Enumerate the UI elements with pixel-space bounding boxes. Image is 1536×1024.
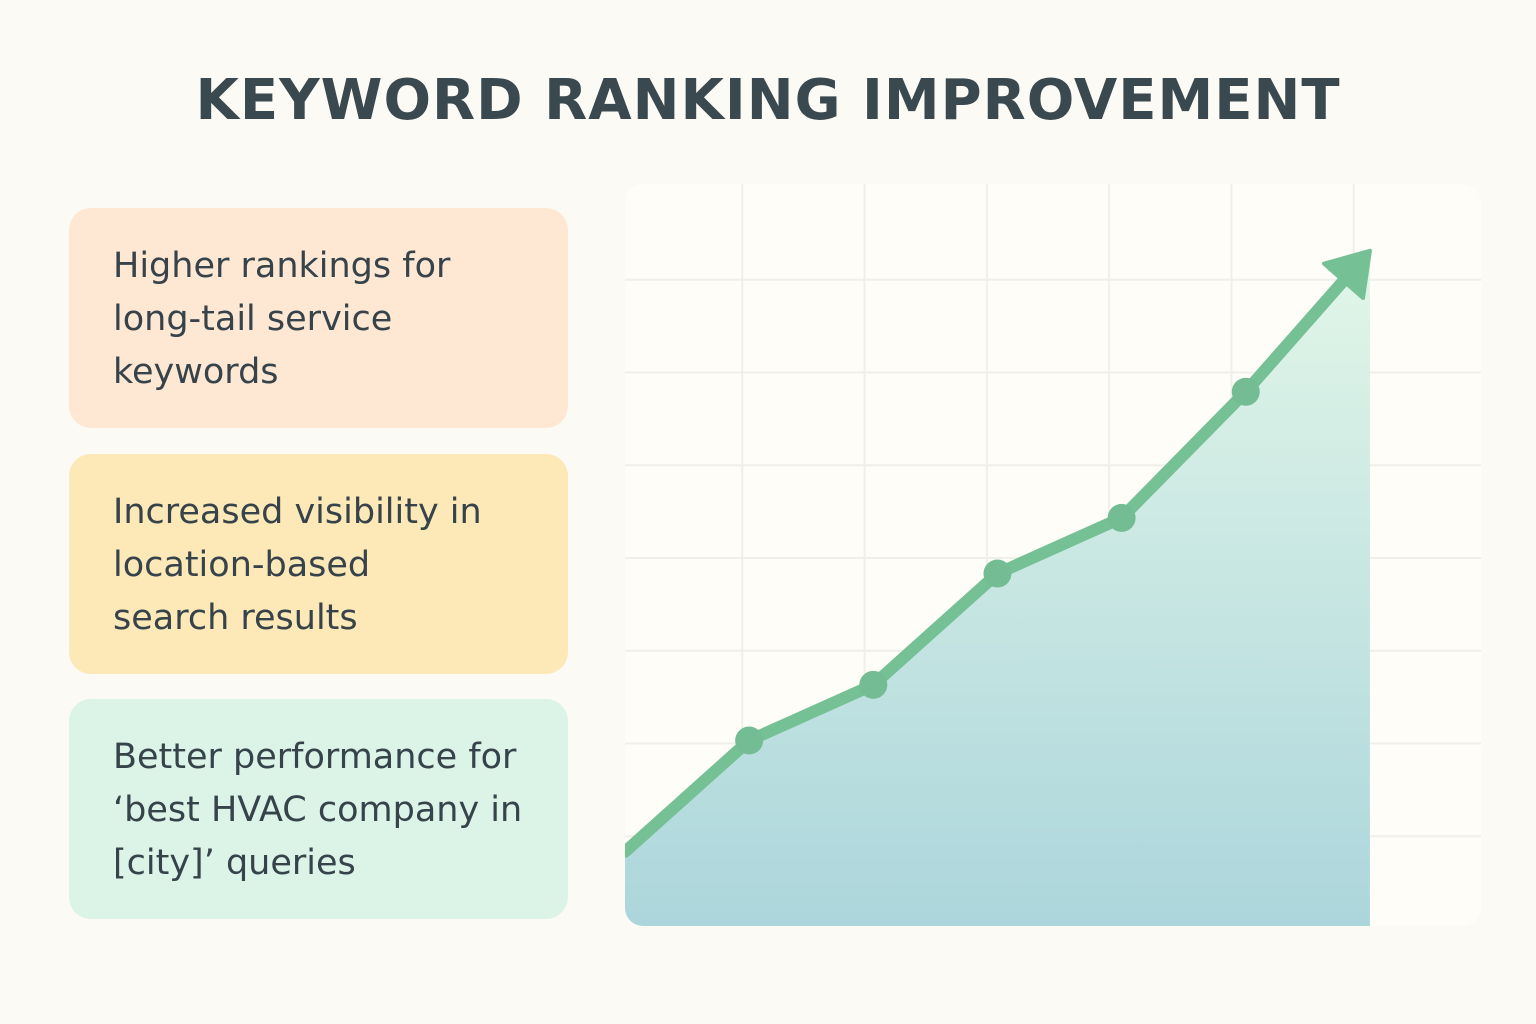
benefit-card-text: Higher rankings for long-tail service ke… [113,246,451,392]
page-title: KEYWORD RANKING IMPROVEMENT [195,68,1341,133]
data-point-marker [1231,377,1260,406]
benefit-card-text: Better performance for ‘best HVAC compan… [113,737,523,883]
benefit-card-long-tail: Higher rankings for long-tail service ke… [69,208,568,428]
ranking-chart-panel [625,184,1481,926]
data-point-marker [1107,503,1136,532]
chart-marker-layer [735,377,1260,755]
chart-area-layer [625,250,1370,926]
trend-arrow-head [1321,248,1372,300]
benefit-card-performance: Better performance for ‘best HVAC compan… [69,699,568,919]
data-point-marker [983,559,1012,588]
chart-area-fill [625,250,1370,926]
benefit-card-text: Increased visibility in location-based s… [113,492,482,638]
data-point-marker [735,726,764,755]
ranking-area-chart [625,184,1481,926]
benefit-card-visibility: Increased visibility in location-based s… [69,454,568,674]
data-point-marker [859,670,888,699]
